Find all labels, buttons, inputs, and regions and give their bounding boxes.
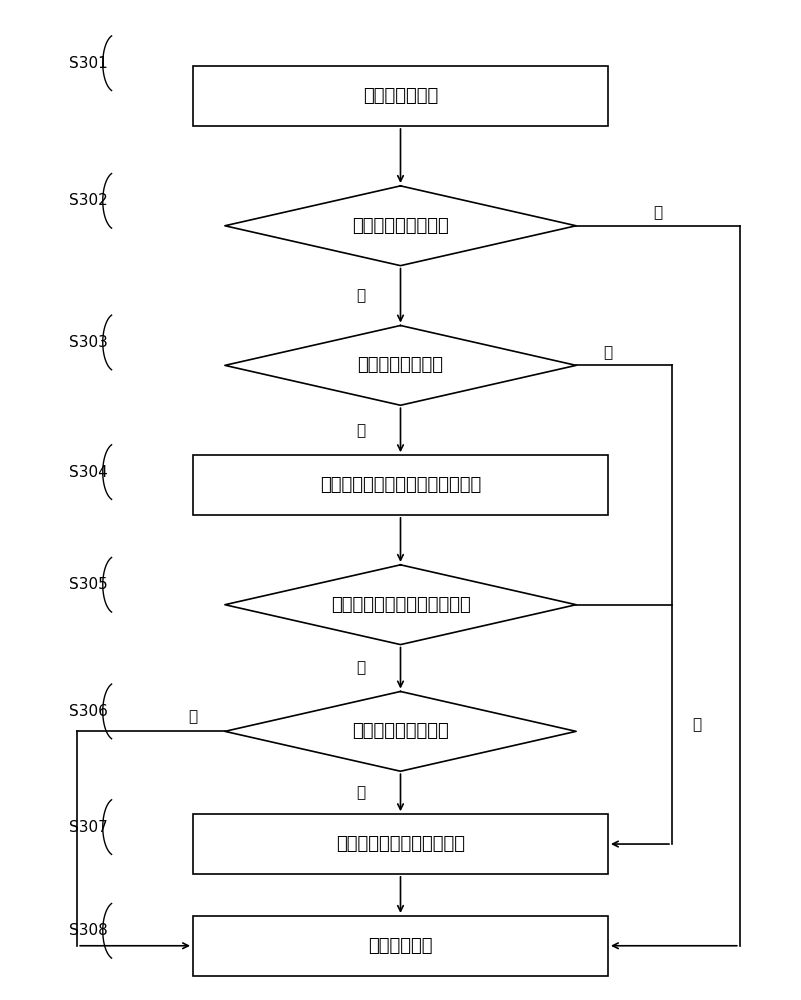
Text: 判断扰码是否属于同组相关性: 判断扰码是否属于同组相关性 <box>331 596 470 614</box>
Text: S301: S301 <box>69 56 108 71</box>
Text: S306: S306 <box>69 704 108 719</box>
Text: 否: 否 <box>356 423 365 438</box>
Text: 否: 否 <box>654 205 662 220</box>
Text: 是: 是 <box>603 345 613 360</box>
FancyBboxPatch shape <box>193 66 608 126</box>
Text: 选择待核查小区: 选择待核查小区 <box>363 87 438 105</box>
Text: 根据不同核查粒度，适配核查原则: 根据不同核查粒度，适配核查原则 <box>320 476 481 494</box>
Text: 结束核查流程: 结束核查流程 <box>368 937 433 955</box>
Text: S302: S302 <box>69 193 108 208</box>
Text: 判断是否为同扰码组: 判断是否为同扰码组 <box>352 722 449 740</box>
Text: 否: 否 <box>188 709 198 724</box>
Text: 将内容上报至核查问题列表: 将内容上报至核查问题列表 <box>336 835 465 853</box>
Text: 判断是否主频点相同: 判断是否主频点相同 <box>352 217 449 235</box>
Text: S307: S307 <box>69 820 108 835</box>
Text: S303: S303 <box>69 335 108 350</box>
Text: S308: S308 <box>69 923 108 938</box>
Text: S304: S304 <box>69 465 108 480</box>
FancyBboxPatch shape <box>193 916 608 976</box>
FancyBboxPatch shape <box>193 455 608 515</box>
Text: 是: 是 <box>356 288 365 303</box>
Text: 是: 是 <box>356 785 365 800</box>
Text: S305: S305 <box>69 577 108 592</box>
Text: 否: 否 <box>356 661 365 676</box>
FancyBboxPatch shape <box>193 814 608 874</box>
Text: 判断是否扰码相同: 判断是否扰码相同 <box>357 356 444 374</box>
Text: 是: 是 <box>692 717 701 732</box>
